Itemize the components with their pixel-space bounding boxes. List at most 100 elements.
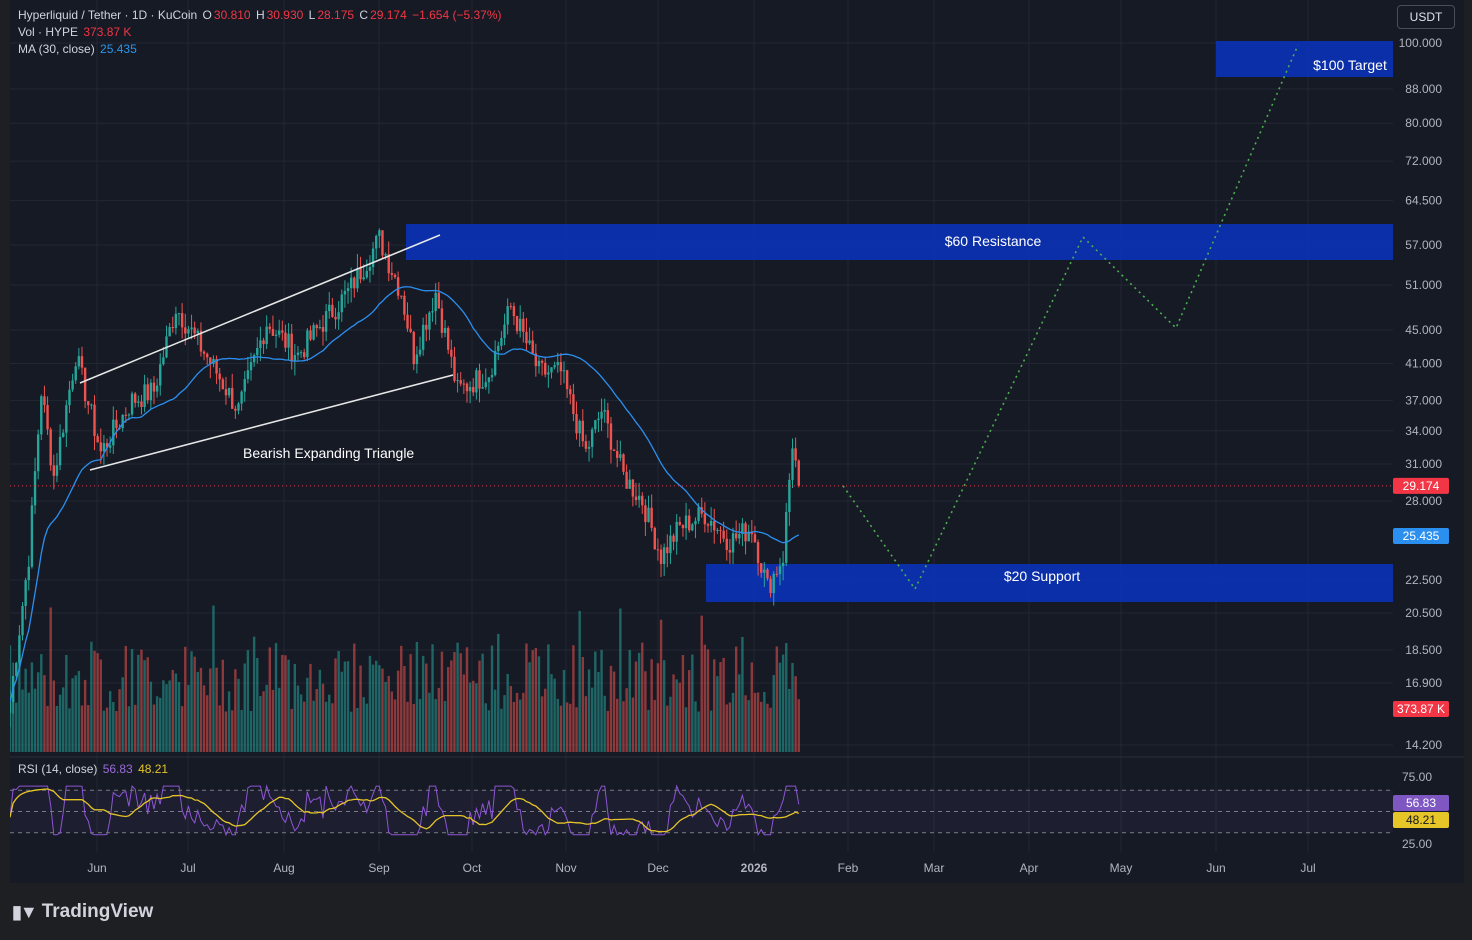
candle-body <box>346 288 350 291</box>
volume-bar <box>484 703 487 752</box>
candle-body <box>791 448 794 480</box>
candle-body <box>688 515 691 531</box>
time-tick-label: Mar <box>924 861 945 875</box>
candle-body <box>553 365 556 368</box>
volume-bar <box>259 695 262 752</box>
candle-body <box>68 389 71 406</box>
candle-body <box>597 418 600 421</box>
tradingview-logo-icon: ▮▼ <box>12 901 38 922</box>
rsi-legend[interactable]: RSI (14, close) 56.83 48.21 <box>18 762 170 776</box>
volume-bar <box>162 680 165 752</box>
volume-bar <box>187 684 190 752</box>
candle-body <box>472 386 475 393</box>
volume-bar <box>522 692 525 752</box>
volume-bar <box>309 663 312 752</box>
candle-body <box>703 513 707 525</box>
candle-body <box>631 479 635 497</box>
chart-canvas[interactable]: $100 Target $60 Resistance $20 Support Bea… <box>8 0 1464 883</box>
volume-bar <box>544 688 547 752</box>
volume-bar <box>331 703 334 752</box>
ma-legend[interactable]: MA (30, close) 25.435 <box>18 42 139 56</box>
candle-body <box>738 533 741 539</box>
volume-legend[interactable]: Vol · HYPE 373.87 K <box>18 25 133 39</box>
volume-bar <box>797 699 800 752</box>
tradingview-logo[interactable]: ▮▼ TradingView <box>12 899 153 925</box>
candle-body <box>709 520 713 526</box>
candle-body <box>481 387 484 389</box>
volume-bar <box>412 703 415 752</box>
low-label: L <box>308 8 316 22</box>
candle-body <box>309 330 312 340</box>
volume-bar <box>315 689 318 752</box>
volume-bar <box>706 649 710 752</box>
volume-bar <box>227 691 231 752</box>
candle-body <box>202 351 206 354</box>
candle-body <box>205 353 209 358</box>
candle-body <box>168 327 171 337</box>
volume-bar <box>421 655 425 752</box>
volume-bar <box>71 678 74 752</box>
candle-body <box>356 267 359 289</box>
volume-bar <box>375 660 378 752</box>
symbol-legend[interactable]: Hyperliquid / Tether · 1D · KuCoin O 30.8… <box>18 8 504 22</box>
volume-bar <box>249 710 253 752</box>
candle-body <box>378 230 381 236</box>
volume-bar <box>512 702 516 752</box>
volume-bar <box>218 705 221 752</box>
candle-body <box>36 434 40 472</box>
candle-body <box>772 573 775 594</box>
volume-bar <box>177 681 181 752</box>
volume-bar <box>462 674 466 752</box>
volume-bar <box>753 692 757 752</box>
candle-body <box>184 327 187 334</box>
volume-bar <box>518 699 522 752</box>
candle-body <box>713 520 716 531</box>
candle-body <box>334 316 337 320</box>
volume-bar <box>87 705 90 752</box>
volume-bar <box>497 633 500 752</box>
volume-bar <box>105 707 109 752</box>
volume-bar <box>750 662 754 752</box>
candle-body <box>484 382 487 388</box>
volume-bar <box>231 710 234 752</box>
candle-body <box>744 523 747 542</box>
volume-bar <box>631 697 635 752</box>
candle-body <box>306 330 309 358</box>
candle-body <box>108 445 112 448</box>
volume-bar <box>581 656 584 752</box>
volume-bar <box>490 645 494 752</box>
price-badge-label: 56.83 <box>1406 796 1436 810</box>
high-label: H <box>255 8 265 22</box>
candle-body <box>428 312 431 330</box>
candle-body <box>390 273 394 275</box>
candle-body <box>171 327 174 329</box>
volume-bar <box>299 694 303 752</box>
volume-bar <box>778 662 782 752</box>
volume-bar <box>387 675 390 752</box>
candle-body <box>243 379 246 392</box>
candle-body <box>425 324 428 330</box>
candle-body <box>33 471 37 506</box>
currency-button[interactable]: USDT <box>1397 5 1455 29</box>
volume-bar <box>722 657 725 752</box>
volume-bar <box>55 705 59 752</box>
candle-body <box>547 372 550 375</box>
price-tick-label: 28.000 <box>1405 494 1442 508</box>
volume-bar <box>437 687 441 752</box>
candle-body <box>209 357 212 364</box>
candle-body <box>177 313 181 315</box>
candle-body <box>587 446 591 449</box>
zone-rect <box>406 224 1393 260</box>
candle-body <box>412 331 415 365</box>
volume-bar <box>760 701 763 752</box>
volume-bar <box>384 681 387 752</box>
volume-bar <box>137 654 140 752</box>
volume-bar <box>256 658 259 752</box>
price-tick-label: 64.500 <box>1405 194 1442 208</box>
volume-bar <box>378 665 381 752</box>
volume-bar <box>675 679 678 752</box>
volume-bar <box>587 669 591 752</box>
volume-bar <box>540 696 544 752</box>
volume-bar <box>362 697 365 752</box>
candle-body <box>562 370 566 372</box>
